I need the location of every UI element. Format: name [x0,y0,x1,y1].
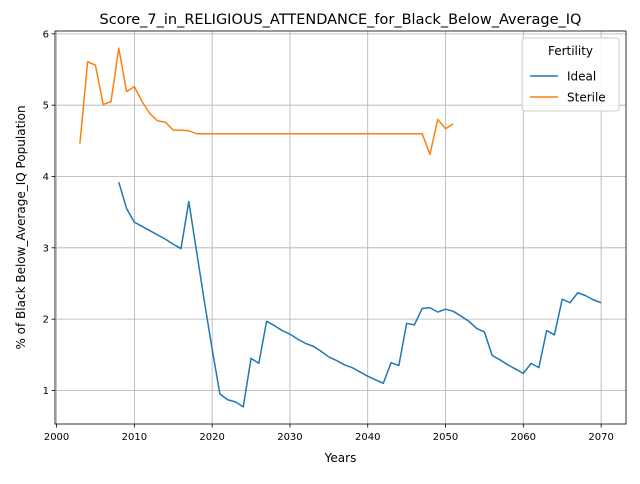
series-layer [79,47,602,408]
x-tick-label: 2020 [199,432,224,443]
y-axis-label: % of Black Below_Average_IQ Population [14,105,28,349]
legend-entries: Ideal Sterile [530,70,606,105]
y-tick-label: 5 [43,101,49,112]
chart-title: Score_7_in_RELIGIOUS_ATTENDANCE_for_Blac… [100,12,582,28]
legend-label-ideal: Ideal [567,70,596,84]
legend-box [521,37,620,112]
y-tick-label: 2 [43,315,49,326]
x-tick-label: 2030 [277,432,302,443]
x-tick-label: 2050 [433,432,458,443]
series-line-sterile [79,47,454,156]
legend-title: Fertility [548,44,593,58]
x-axis-label: Years [324,451,357,465]
y-tick-label: 6 [43,29,49,40]
x-tick-label: 2060 [511,432,536,443]
y-tick-label: 4 [43,172,49,183]
plot-frame [54,30,627,425]
legend-label-sterile: Sterile [567,91,606,105]
legend: Fertility Ideal Sterile [521,37,620,112]
series-line-ideal [118,181,602,408]
x-tick-label: 2070 [588,432,613,443]
x-tick-label: 2040 [355,432,380,443]
x-tick-label: 2000 [44,432,69,443]
y-tick-label: 3 [43,243,49,254]
y-tick-label: 1 [43,386,49,397]
ticks: 2000 2010 2020 2030 2040 2050 2060 2070 1 2 3 4 5 6 [43,29,614,443]
x-tick-label: 2010 [122,432,147,443]
